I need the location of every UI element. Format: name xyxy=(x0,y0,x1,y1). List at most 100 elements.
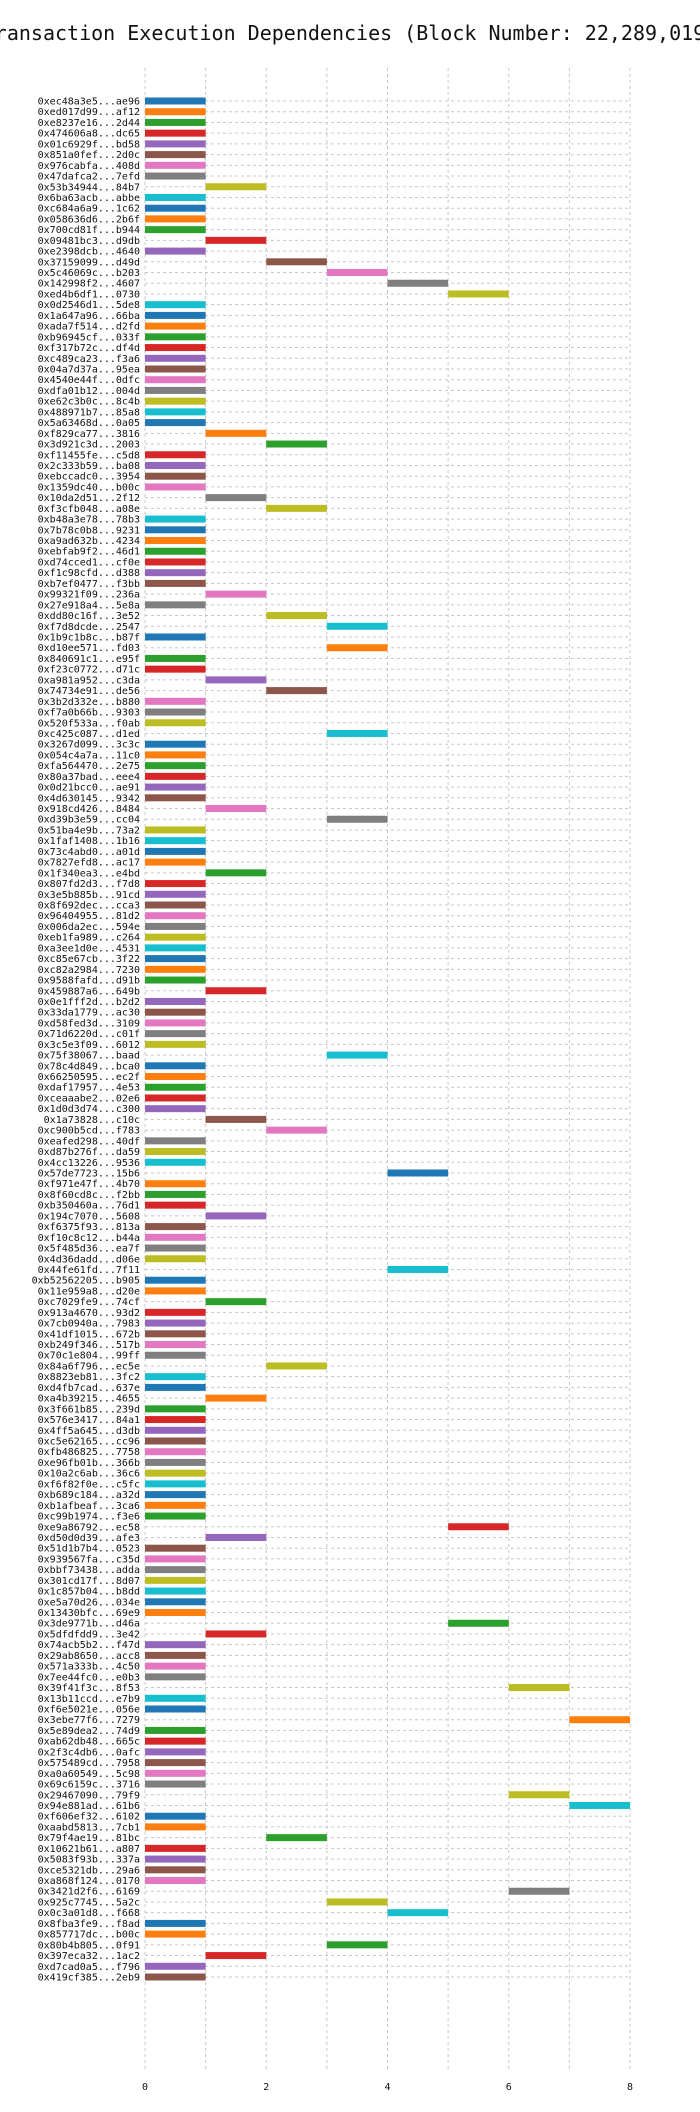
transaction-bar xyxy=(145,1726,206,1734)
transaction-label: 0x8fba3fe9...f8ad xyxy=(38,1919,140,1930)
transaction-bar xyxy=(145,955,206,963)
transaction-label: 0xe9a86792...ec58 xyxy=(38,1522,140,1533)
transaction-bar xyxy=(145,376,206,384)
transaction-label: 0x5e89dea2...74d9 xyxy=(38,1726,140,1737)
transaction-bar xyxy=(145,365,206,373)
transaction-bar xyxy=(145,1073,206,1081)
transaction-label: 0xb48a3e78...78b3 xyxy=(38,515,140,526)
transaction-label: 0x7ee44fc0...e0b3 xyxy=(38,1672,140,1683)
transaction-label: 0x29467090...79f9 xyxy=(38,1790,140,1801)
transaction-label: 0xf11455fe...c5d8 xyxy=(38,450,140,461)
transaction-label: 0xc425c087...d1ed xyxy=(38,729,140,740)
transaction-bar xyxy=(145,1416,206,1424)
transaction-label: 0x6ba63acb...abbe xyxy=(38,193,140,204)
transaction-label: 0xd87b276f...da59 xyxy=(38,1147,140,1158)
transaction-label: 0x5083f93b...337a xyxy=(38,1855,140,1866)
transaction-label: 0x70c1e804...99ff xyxy=(38,1351,140,1362)
transaction-label: 0x1faf1408...1b16 xyxy=(38,836,140,847)
transaction-bar xyxy=(145,1469,206,1477)
transaction-bar xyxy=(145,1255,206,1263)
transaction-bar xyxy=(145,1383,206,1391)
transaction-label: 0xe62c3b0c...8c4b xyxy=(38,397,140,408)
transaction-label: 0xada7f514...d2fd xyxy=(38,322,140,333)
transaction-label: 0xb52562205...b905 xyxy=(32,1276,140,1287)
grid-layer xyxy=(144,68,631,2072)
transaction-label: 0xbbf73438...adda xyxy=(38,1565,140,1576)
transaction-bar xyxy=(145,1555,206,1563)
transaction-bar xyxy=(145,1587,206,1595)
transaction-bar xyxy=(205,183,267,191)
transaction-bar xyxy=(145,215,206,223)
transaction-bar xyxy=(145,1855,206,1863)
transaction-bar xyxy=(145,1844,206,1852)
transaction-label: 0x33da1779...ac30 xyxy=(38,1008,140,1019)
transaction-label: 0x976cabfa...408d xyxy=(38,161,140,172)
transaction-label: 0xb689c184...a32d xyxy=(38,1490,140,1501)
transaction-bar xyxy=(205,429,267,437)
transaction-label: 0x474606a8...dc65 xyxy=(38,129,140,140)
transaction-label: 0x37159099...d49d xyxy=(38,257,140,268)
transaction-label: 0x0c3a01d8...f668 xyxy=(38,1908,140,1919)
transaction-bar xyxy=(145,419,206,427)
x-tick-labels: 0 2 4 6 8 xyxy=(142,2082,633,2093)
transaction-label: 0xb96945cf...033f xyxy=(38,332,140,343)
x-tick-label: 8 xyxy=(627,2082,633,2093)
transaction-bar xyxy=(326,1051,388,1059)
transaction-bar xyxy=(326,1941,388,1949)
transaction-label: 0x5f485d36...ea7f xyxy=(38,1244,140,1255)
transaction-bar xyxy=(145,772,206,780)
transaction-label: 0x2c333b59...ba08 xyxy=(38,461,140,472)
transaction-bar xyxy=(145,515,206,523)
transaction-bar xyxy=(145,1748,206,1756)
transaction-label: 0x3d921c3d...2003 xyxy=(38,440,140,451)
transaction-label: 0x74734e91...de56 xyxy=(38,686,140,697)
transaction-label: 0x2f3c4db6...0afc xyxy=(38,1747,140,1758)
transaction-label: 0x700cd81f...b944 xyxy=(38,225,140,236)
transaction-label: 0x939567fa...c35d xyxy=(38,1554,140,1565)
transaction-bar xyxy=(145,1458,206,1466)
transaction-bar xyxy=(145,1019,206,1027)
transaction-label: 0x4d36dadd...d06e xyxy=(38,1254,140,1265)
transaction-label: 0xe96fb01b...366b xyxy=(38,1458,140,1469)
transaction-bar xyxy=(145,354,206,362)
transaction-label: 0x857717dc...b00c xyxy=(38,1930,140,1941)
transaction-label: 0x69c6159c...3716 xyxy=(38,1780,140,1791)
transaction-bar xyxy=(205,590,267,598)
transaction-label: 0xeb1fa989...c264 xyxy=(38,933,140,944)
transaction-bar xyxy=(448,290,509,298)
transaction-label: 0x3de9771b...d46a xyxy=(38,1619,140,1630)
transaction-label: 0x3267d099...3c3c xyxy=(38,740,140,751)
transaction-bar xyxy=(205,869,267,877)
transaction-label: 0xb249f346...517b xyxy=(38,1340,140,1351)
transaction-bar xyxy=(145,1233,206,1241)
transaction-label: 0x576e3417...84a1 xyxy=(38,1415,140,1426)
transaction-bar xyxy=(569,1801,630,1809)
transaction-bar xyxy=(145,901,206,909)
transaction-bar xyxy=(145,1930,206,1938)
transaction-label: 0xf829ca77...3816 xyxy=(38,429,140,440)
transaction-label: 0x006da2ec...594e xyxy=(38,922,140,933)
transaction-label: 0x7827efd8...ac17 xyxy=(38,858,140,869)
transaction-bar xyxy=(145,1759,206,1767)
transaction-label: 0x4cc13226...9536 xyxy=(38,1158,140,1169)
transaction-label: 0xc7029fe9...74cf xyxy=(38,1297,140,1308)
y-tick-labels: 0xec48a3e5...ae960xed017d99...af120xe823… xyxy=(32,97,140,1984)
transaction-bar xyxy=(145,1480,206,1488)
transaction-bar xyxy=(326,269,388,277)
transaction-bar xyxy=(145,140,206,148)
transaction-bar xyxy=(145,1973,206,1981)
transaction-label: 0xa9ad632b...4234 xyxy=(38,536,140,547)
transaction-label: 0x51ba4e9b...73a2 xyxy=(38,825,140,836)
transaction-label: 0xa981a952...c3da xyxy=(38,675,140,686)
transaction-bar xyxy=(205,1533,267,1541)
transaction-label: 0x80a37bad...eee4 xyxy=(38,772,140,783)
transaction-label: 0x4540e44f...0dfc xyxy=(38,375,140,386)
transaction-label: 0x3e5b885b...91cd xyxy=(38,890,140,901)
transaction-label: 0x09481bc3...d9db xyxy=(38,236,140,247)
transaction-label: 0x78c4d849...bca0 xyxy=(38,1061,140,1072)
transaction-bar xyxy=(145,719,206,727)
transaction-label: 0xc82a2984...7230 xyxy=(38,965,140,976)
transaction-label: 0xab62db48...665c xyxy=(38,1737,140,1748)
transaction-bar xyxy=(145,1491,206,1499)
